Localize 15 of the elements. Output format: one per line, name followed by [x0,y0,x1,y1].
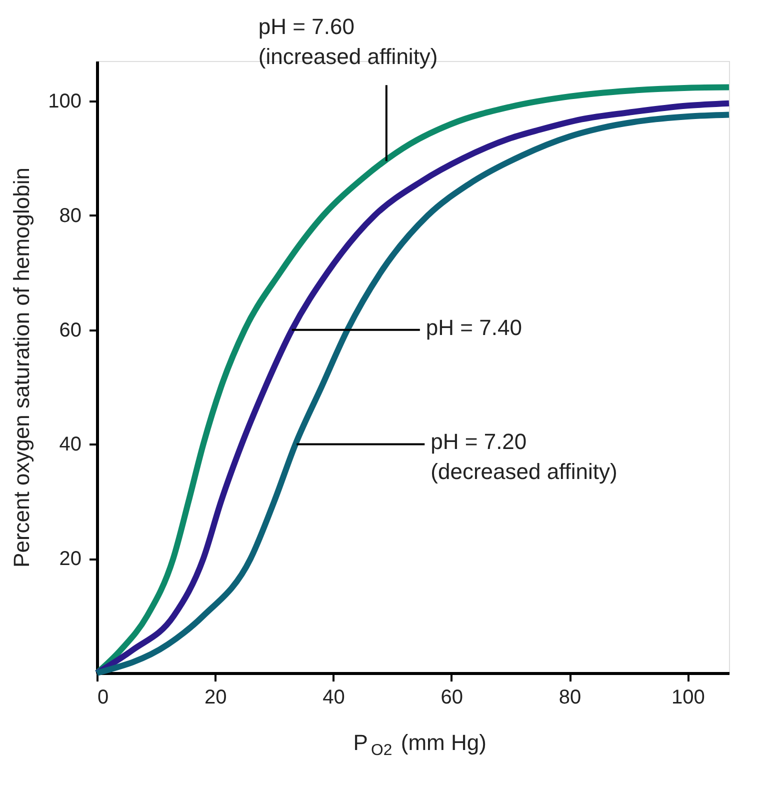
y-tick-label: 60 [59,319,82,342]
annotation: pH = 7.40 [426,314,522,340]
x-tick-label: 80 [558,686,582,708]
y-axis-title: Percent oxygen saturation of hemoglobin [9,168,34,568]
annotation: pH = 7.60 (increased affinity) [258,14,438,70]
y-tick-label: 100 [48,90,82,113]
y-tick-label: 40 [59,434,82,456]
annotation: pH = 7.20 (decreased affinity) [430,429,618,484]
x-tick-label: 0 [98,686,109,708]
x-tick-label: 100 [671,686,705,708]
x-tick-label: 20 [204,686,227,708]
x-tick-label: 60 [440,686,464,708]
y-tick-label: 20 [59,548,82,570]
y-tick-label: 80 [59,204,82,227]
x-tick-label: 40 [322,686,345,708]
